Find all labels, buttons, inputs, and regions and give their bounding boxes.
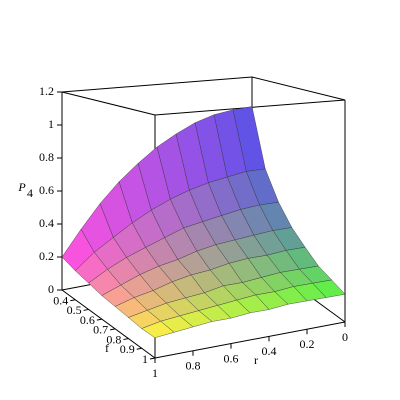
box-edge: [61, 91, 156, 116]
y-tick: [83, 308, 89, 311]
x-tick-label: 1: [152, 366, 158, 380]
x-tick-label: 0: [342, 330, 348, 344]
z-tick-label: 0.2: [39, 249, 54, 263]
x-tick-label: 0.8: [186, 359, 201, 373]
z-axis-label-sub: 4: [27, 186, 33, 200]
y-tick-label: 0.7: [93, 323, 108, 337]
box-edge: [61, 76, 253, 93]
x-axis-label: r: [254, 353, 258, 367]
y-tick: [110, 328, 116, 331]
z-tick-label: 0.4: [39, 216, 54, 230]
y-tick-label: 0.8: [106, 332, 121, 346]
y-tick: [149, 357, 156, 360]
y-tick: [136, 347, 142, 350]
box-edge: [61, 289, 156, 359]
z-tick-label: 0.6: [39, 183, 54, 197]
y-tick: [123, 338, 129, 341]
y-tick-label: 1: [142, 352, 148, 366]
z-axis-label: P: [17, 180, 26, 194]
y-axis-label: f: [105, 341, 109, 355]
z-tick-label: 0.8: [39, 150, 54, 164]
box-edge: [251, 76, 346, 101]
box-edge: [154, 321, 346, 359]
z-tick-label: 1: [48, 117, 54, 131]
x-tick-label: 0.6: [224, 351, 239, 365]
y-tick-label: 0.5: [67, 303, 82, 317]
y-tick-label: 0.9: [120, 342, 135, 356]
y-tick-label: 0.6: [80, 313, 95, 327]
surface-patch: [141, 320, 175, 339]
z-tick-label: 1.2: [39, 84, 54, 98]
y-tick: [96, 318, 102, 321]
x-tick-label: 0.2: [300, 337, 315, 351]
z-tick-label: 0: [48, 282, 54, 296]
y-tick-label: 0.4: [53, 293, 68, 307]
x-tick-label: 0.4: [262, 344, 277, 358]
y-tick: [70, 299, 76, 302]
